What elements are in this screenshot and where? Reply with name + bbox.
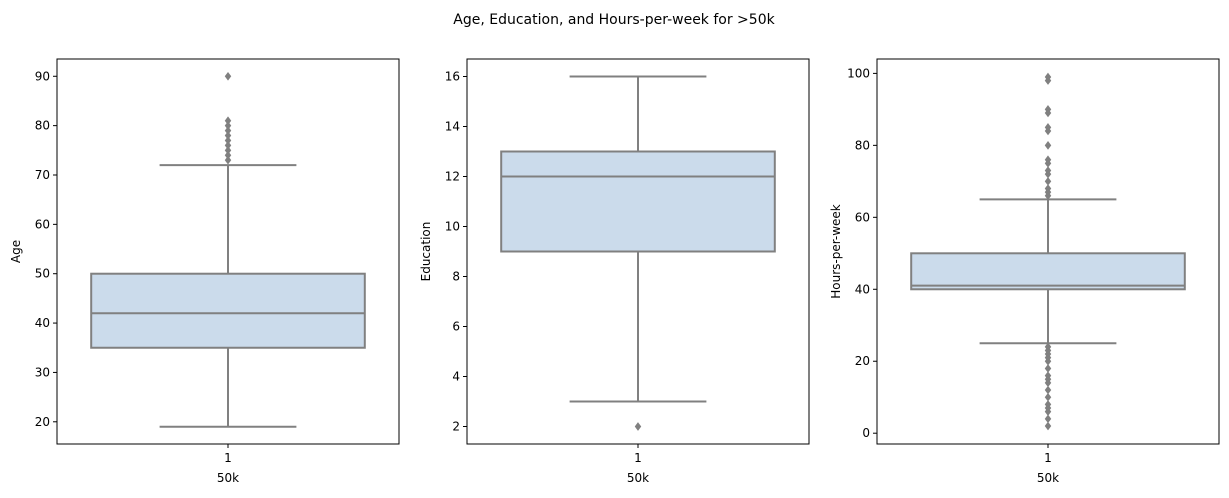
y-tick-label: 30	[35, 365, 50, 379]
y-tick-label: 60	[35, 217, 50, 231]
x-axis-label: 50k	[627, 471, 649, 485]
outlier-point	[1044, 385, 1052, 395]
x-axis-label: 50k	[1037, 471, 1059, 485]
y-tick-label: 60	[855, 210, 870, 224]
outlier-point	[634, 422, 642, 431]
outlier-point	[224, 121, 232, 130]
y-tick-label: 70	[35, 168, 50, 182]
outlier-point	[1044, 141, 1052, 150]
y-tick-label: 50	[35, 267, 50, 281]
y-tick-label: 100	[847, 66, 870, 80]
outlier-point	[224, 150, 232, 160]
outlier-point	[224, 116, 232, 126]
y-axis-label: Education	[419, 222, 433, 282]
outlier-point	[224, 141, 232, 150]
y-tick-label: 90	[35, 69, 50, 83]
x-tick-label: 1	[1044, 451, 1052, 465]
y-tick-label: 20	[35, 415, 50, 429]
outlier-point	[1044, 392, 1052, 402]
y-tick-label: 10	[445, 220, 460, 234]
outlier-point	[224, 145, 232, 155]
outlier-point	[1044, 414, 1052, 424]
y-tick-label: 2	[452, 420, 460, 434]
figure-suptitle: Age, Education, and Hours-per-week for >…	[453, 12, 775, 28]
panel-education: 2 4 6 8 10 12 14 16 1 50k Education	[419, 58, 810, 485]
outlier-point	[1044, 166, 1052, 175]
x-tick-label: 1	[634, 451, 642, 465]
y-tick-label: 16	[445, 70, 460, 84]
outlier-point	[224, 71, 232, 81]
x-tick-label: 1	[224, 451, 232, 465]
outlier-point	[1044, 177, 1052, 186]
outlier-point	[224, 136, 232, 145]
y-tick-label: 0	[862, 426, 870, 440]
x-axis-label: 50k	[217, 471, 239, 485]
y-tick-label: 4	[452, 370, 460, 384]
y-tick-label: 80	[855, 138, 870, 152]
outlier-point	[224, 155, 232, 165]
y-tick-label: 14	[445, 120, 460, 134]
outlier-point	[224, 126, 232, 135]
outlier-point	[1044, 364, 1052, 373]
y-tick-label: 8	[452, 270, 460, 284]
iqr-box	[910, 252, 1186, 291]
y-tick-label: 80	[35, 119, 50, 133]
panel-age: 20 30 40 50 60 70 80 90 1 50k Age	[9, 58, 400, 485]
outlier-point	[1044, 184, 1052, 193]
iqr-box	[90, 272, 366, 349]
y-axis-label: Age	[9, 240, 23, 263]
outlier-point	[224, 131, 232, 140]
outlier-point	[1044, 72, 1052, 82]
outlier-point	[1044, 421, 1052, 431]
outlier-point	[1044, 342, 1052, 352]
outlier-point	[1044, 155, 1052, 165]
y-tick-label: 40	[855, 282, 870, 296]
panel-hours-per-week: 0 20 40 60 80 100 1 50k Hours-per-week	[829, 58, 1220, 485]
outlier-point	[1044, 400, 1052, 409]
y-tick-label: 20	[855, 354, 870, 368]
y-tick-label: 12	[445, 170, 460, 184]
outlier-point	[1044, 123, 1052, 132]
y-tick-label: 6	[452, 320, 460, 334]
y-axis-label: Hours-per-week	[829, 204, 843, 299]
iqr-box	[500, 150, 776, 253]
outlier-point	[1044, 105, 1052, 114]
outlier-point	[1044, 371, 1052, 380]
y-tick-label: 40	[35, 316, 50, 330]
